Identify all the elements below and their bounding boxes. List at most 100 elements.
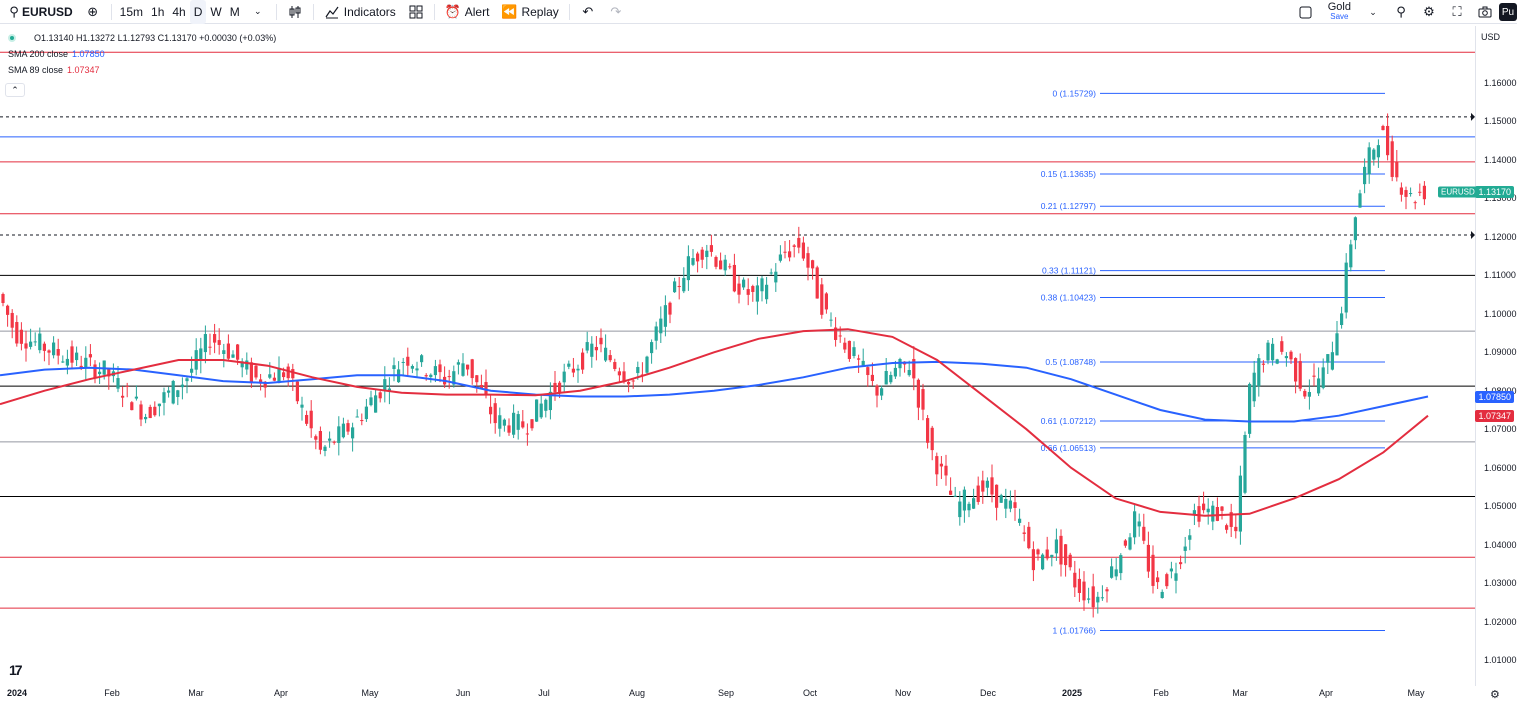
price-axis[interactable]: 1.16000 1.15000 1.14000 1.13000 1.12000 1.110… [1475,26,1517,686]
candle-up [392,365,396,369]
axis-settings-icon[interactable]: ⚙ [1490,689,1500,701]
candle-up [401,361,405,363]
redo-button[interactable]: ↷ [602,0,630,24]
top-toolbar: ⚲ EURUSD ⊕ 15m 1h 4h D W M ⌄ Indicators … [0,0,1517,24]
candle-down [1225,525,1229,530]
divider [110,3,112,20]
candle-up [1317,378,1321,394]
chart-type-button[interactable] [281,0,309,24]
indicators-button[interactable]: Indicators [318,0,402,24]
candle-up [723,259,727,271]
timeframe-m[interactable]: M [229,4,240,19]
candle-up [884,371,888,385]
candle-up [1206,508,1210,513]
candle-down [1381,125,1385,131]
candles [1,113,1426,618]
rewind-icon: ⏪ [501,3,518,19]
sma200-row[interactable]: SMA 200 close 1.07850 [8,46,276,62]
fullscreen-button[interactable]: ⛶ [1443,0,1471,24]
replay-button[interactable]: ⏪ Replay [495,0,564,24]
candle-down [1,294,5,304]
candle-up [516,414,520,430]
layout-dropdown[interactable]: ⌄ [1359,0,1387,24]
candle-down [1142,526,1146,541]
candle-up [769,272,773,274]
current-price-tag: 1.13170 [1475,185,1514,198]
timeframe-4h[interactable]: 4h [172,4,186,19]
candle-up [351,427,355,439]
level-arrow-icon [1471,230,1475,239]
timeframe-d[interactable]: D [189,0,207,24]
candle-up [65,358,69,366]
candle-up [1008,500,1012,509]
candle-up [1321,367,1325,388]
candle-up [1114,569,1118,577]
candle-up [1160,591,1164,599]
redo-icon: ↷ [610,3,622,19]
candle-up [52,342,56,356]
candle-up [364,406,368,420]
timeframe-dropdown[interactable]: ⌄ [244,0,272,24]
candle-down [314,436,318,440]
candle-down [1156,577,1160,583]
candle-up [337,426,341,443]
quick-search-button[interactable]: ⚲ [1387,0,1415,24]
candle-up [1137,521,1141,527]
candle-down [709,245,713,252]
candle-up [1367,147,1371,175]
layout-name-button[interactable]: Gold Save [1320,2,1359,22]
candle-up [1192,510,1196,516]
price-tick: 1.15000 [1484,116,1517,127]
candle-down [318,431,322,450]
candle-down [719,260,723,270]
timeframe-w[interactable]: W [210,4,222,19]
candle-down [295,381,299,402]
candle-down [1022,532,1026,534]
compare-symbol-button[interactable]: ⊕ [79,0,107,24]
divider [312,3,314,20]
candle-down [930,427,934,451]
timeframe-1h[interactable]: 1h [151,4,165,19]
candle-down [801,242,805,259]
candle-up [277,367,281,383]
legend-collapse-button[interactable]: ⌃ [5,83,25,97]
currency-selector[interactable]: USD [1481,32,1501,42]
candle-down [424,375,428,377]
timeframe-15m[interactable]: 15m [119,4,144,19]
time-tick: 2025 [1061,688,1083,698]
candle-down [617,371,621,376]
sma200-price-tag: 1.07850 [1475,390,1514,403]
alert-button[interactable]: ⏰ Alert [439,0,496,24]
candle-down [249,362,253,383]
snapshot-button[interactable] [1471,0,1499,24]
price-tick: 1.07000 [1484,424,1517,435]
candle-down [148,406,152,419]
settings-button[interactable]: ⚙ [1415,0,1443,24]
tradingview-logo[interactable]: 17 [9,662,23,678]
candle-down [631,380,635,382]
candle-up [958,501,962,518]
candle-down [93,364,97,379]
candle-down [70,346,74,363]
candle-down [217,340,221,345]
sma89-row[interactable]: SMA 89 close 1.07347 [8,62,276,78]
sma89-line [0,328,1429,517]
candle-up [1409,193,1413,195]
candle-up [1353,217,1357,241]
candle-down [1105,589,1109,592]
layouts-button[interactable] [402,0,430,24]
price-chart[interactable]: 0 (1.15729) 0.15 (1.13635) 0.21 (1.12797) 0… [0,26,1475,686]
publish-button[interactable]: Pu [1499,3,1517,21]
layout-toggle-button[interactable] [1292,0,1320,24]
candle-up [240,361,244,368]
sma89-price-tag: 1.07347 [1475,409,1514,422]
candle-up [1335,333,1339,356]
time-axis[interactable]: 2024 Feb Mar Apr May Jun Jul Aug Sep Oct Nov Dec 202… [0,686,1475,701]
candle-up [268,374,272,378]
candle-up [880,388,884,396]
candle-down [521,421,525,428]
symbol-search-button[interactable]: ⚲ EURUSD [0,0,79,24]
fibonacci-retracement[interactable]: 0 (1.15729) 0.15 (1.13635) 0.21 (1.12797) 0… [1041,88,1385,636]
undo-button[interactable]: ↶ [574,0,602,24]
time-tick: Oct [802,688,818,698]
